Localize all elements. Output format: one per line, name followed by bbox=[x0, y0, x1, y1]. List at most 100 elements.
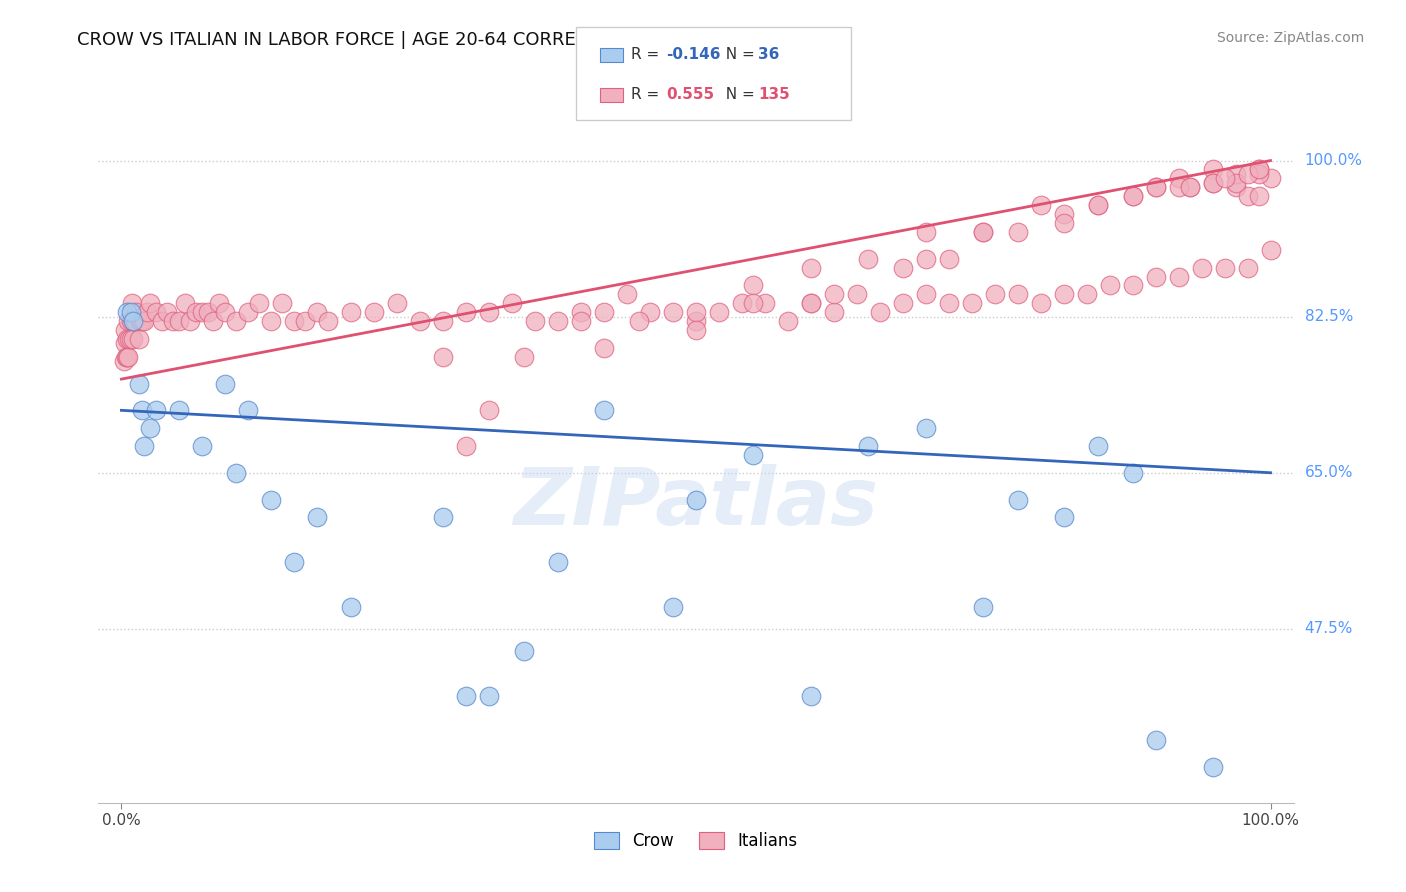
Point bbox=[236, 305, 259, 319]
Point bbox=[145, 305, 167, 319]
Point bbox=[1076, 287, 1098, 301]
Point bbox=[456, 689, 478, 703]
Point bbox=[115, 305, 138, 319]
Point bbox=[1144, 180, 1167, 194]
Point bbox=[114, 336, 136, 351]
Point bbox=[122, 314, 145, 328]
Text: R =: R = bbox=[631, 87, 665, 103]
Point bbox=[156, 305, 179, 319]
Point bbox=[1202, 760, 1225, 774]
Point bbox=[115, 350, 138, 364]
Point bbox=[271, 296, 294, 310]
Point bbox=[112, 354, 135, 368]
Point bbox=[1213, 260, 1236, 275]
Point bbox=[776, 314, 799, 328]
Point bbox=[135, 305, 157, 319]
Point bbox=[432, 350, 454, 364]
Point bbox=[139, 421, 162, 435]
Point bbox=[1053, 287, 1076, 301]
Point bbox=[1144, 180, 1167, 194]
Point bbox=[685, 305, 707, 319]
Point bbox=[754, 296, 776, 310]
Point bbox=[197, 305, 219, 319]
Point bbox=[131, 314, 153, 328]
Text: ZIPatlas: ZIPatlas bbox=[513, 464, 879, 542]
Point bbox=[1087, 198, 1109, 212]
Point bbox=[124, 314, 146, 328]
Point bbox=[938, 252, 960, 266]
Point bbox=[972, 599, 994, 614]
Point bbox=[184, 305, 207, 319]
Point bbox=[891, 260, 914, 275]
Point bbox=[662, 305, 685, 319]
Point bbox=[742, 278, 765, 293]
Point bbox=[236, 403, 259, 417]
Point bbox=[162, 314, 184, 328]
Point bbox=[891, 296, 914, 310]
Point bbox=[456, 305, 478, 319]
Point bbox=[638, 305, 661, 319]
Point bbox=[593, 341, 616, 355]
Point bbox=[120, 305, 142, 319]
Text: N =: N = bbox=[716, 47, 759, 62]
Point bbox=[512, 644, 534, 658]
Point bbox=[1122, 189, 1144, 203]
Point bbox=[823, 305, 845, 319]
Point bbox=[1087, 439, 1109, 453]
Point bbox=[340, 305, 363, 319]
Point bbox=[858, 439, 880, 453]
Point bbox=[800, 689, 823, 703]
Point bbox=[1247, 189, 1270, 203]
Point bbox=[1213, 171, 1236, 186]
Point bbox=[569, 314, 592, 328]
Point bbox=[128, 332, 150, 346]
Point bbox=[120, 332, 142, 346]
Point bbox=[247, 296, 270, 310]
Point bbox=[1144, 733, 1167, 747]
Point bbox=[1178, 180, 1201, 194]
Point bbox=[1144, 269, 1167, 284]
Point bbox=[283, 555, 305, 569]
Text: 0.555: 0.555 bbox=[666, 87, 714, 103]
Point bbox=[478, 403, 501, 417]
Point bbox=[742, 448, 765, 462]
Point bbox=[1191, 260, 1213, 275]
Point bbox=[1167, 269, 1189, 284]
Point bbox=[547, 314, 569, 328]
Point bbox=[122, 314, 145, 328]
Point bbox=[120, 314, 142, 328]
Point bbox=[1178, 180, 1201, 194]
Point bbox=[409, 314, 432, 328]
Point bbox=[1029, 198, 1052, 212]
Point bbox=[134, 439, 156, 453]
Point bbox=[1225, 180, 1247, 194]
Point bbox=[1247, 162, 1270, 177]
Point bbox=[1236, 167, 1258, 181]
Point bbox=[984, 287, 1007, 301]
Point bbox=[731, 296, 754, 310]
Point bbox=[800, 296, 823, 310]
Point bbox=[1053, 216, 1076, 230]
Point bbox=[214, 376, 236, 391]
Point bbox=[1260, 243, 1282, 257]
Point bbox=[117, 350, 139, 364]
Point bbox=[742, 296, 765, 310]
Point bbox=[800, 260, 823, 275]
Point bbox=[1247, 162, 1270, 177]
Point bbox=[340, 599, 363, 614]
Point bbox=[167, 403, 190, 417]
Point bbox=[1247, 167, 1270, 181]
Point bbox=[118, 332, 141, 346]
Point bbox=[294, 314, 316, 328]
Point bbox=[225, 314, 247, 328]
Point bbox=[117, 314, 139, 328]
Point bbox=[167, 314, 190, 328]
Point bbox=[128, 376, 150, 391]
Point bbox=[1053, 207, 1076, 221]
Point bbox=[125, 305, 148, 319]
Point bbox=[707, 305, 730, 319]
Point bbox=[616, 287, 638, 301]
Point bbox=[823, 287, 845, 301]
Point bbox=[914, 287, 936, 301]
Point bbox=[1007, 287, 1029, 301]
